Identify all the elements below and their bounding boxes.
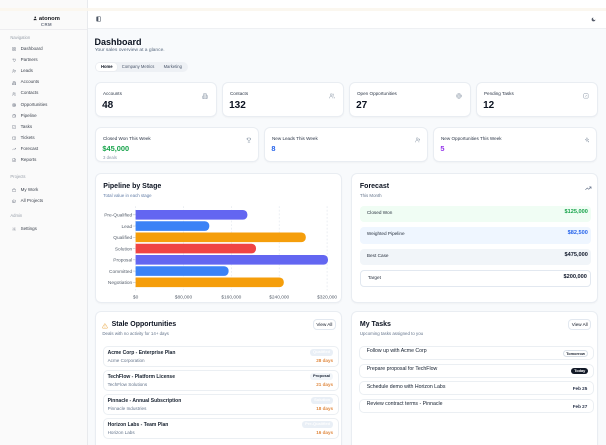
svg-text:$240,000: $240,000 xyxy=(269,294,289,300)
svg-text:Committed: Committed xyxy=(109,269,133,275)
svg-text:Solution: Solution xyxy=(115,246,133,252)
svg-text:Qualified: Qualified xyxy=(113,235,132,241)
svg-text:$0: $0 xyxy=(133,294,139,300)
svg-text:Pre-Qualified: Pre-Qualified xyxy=(104,212,132,218)
svg-text:Negotiation: Negotiation xyxy=(108,280,133,286)
svg-text:$160,000: $160,000 xyxy=(222,294,242,300)
svg-text:Proposal: Proposal xyxy=(113,257,132,263)
svg-text:Lead: Lead xyxy=(122,224,133,230)
svg-text:$320,000: $320,000 xyxy=(317,294,337,300)
svg-text:$80,000: $80,000 xyxy=(175,294,193,300)
